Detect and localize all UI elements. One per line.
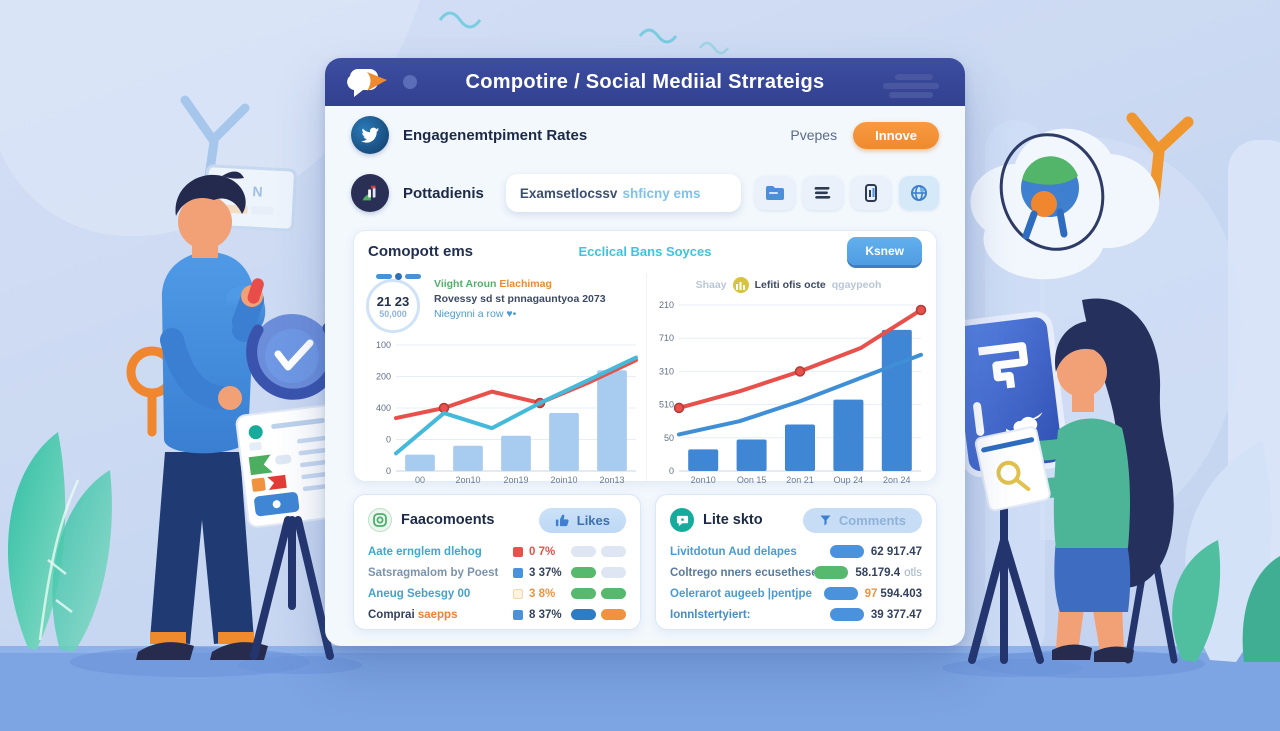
blue-series	[677, 352, 923, 437]
likes-panel-title: Faacomoents	[401, 512, 495, 528]
left-plant	[7, 432, 112, 652]
mobile-chart-icon[interactable]	[851, 176, 891, 210]
charts-panel-title: Comopott ems	[368, 242, 473, 260]
right-person-illustration	[947, 128, 1178, 664]
svg-text:200: 200	[376, 372, 391, 382]
svg-text:310: 310	[659, 366, 674, 376]
comments-row: Oelerarot augeeb |pentjpe 97 594.403	[670, 587, 922, 600]
window-title: Compotire / Social Mediial Strrateigs	[465, 70, 825, 93]
svg-text:2on10: 2on10	[691, 475, 716, 485]
comments-button[interactable]: Comments	[802, 507, 922, 533]
window-titlebar: Compotire / Social Mediial Strrateigs	[325, 58, 965, 106]
likes-row: Comprai saepps 8 37%	[368, 604, 626, 625]
search-row: Pottadienis Examsetlocssv shficny ems	[325, 164, 965, 222]
stats-icon	[351, 174, 389, 212]
bar	[736, 439, 767, 471]
twitter-icon	[351, 116, 389, 154]
likes-row: Aate ernglem dlehog 0 7%	[368, 541, 626, 562]
titlebar-dot	[403, 75, 417, 89]
dashboard-window: Compotire / Social Mediial Strrateigs En…	[325, 58, 965, 646]
stat-text: Viight Aroun Elachimag Rovessy sd st pnn…	[434, 278, 606, 320]
red-series	[394, 358, 638, 421]
list-bars-icon[interactable]	[803, 176, 843, 210]
bar	[501, 435, 531, 471]
svg-text:2oin10: 2oin10	[550, 475, 577, 485]
right-chart-legend: Shaay Lefiti ofis octe qgaypeoh	[695, 277, 882, 293]
cyan-series	[394, 355, 638, 456]
svg-text:Oup 24: Oup 24	[834, 475, 864, 485]
svg-text:N: N	[252, 183, 263, 200]
svg-text:710: 710	[659, 333, 674, 343]
svg-text:2on13: 2on13	[599, 475, 624, 485]
comments-panel-title: Lite skto	[703, 512, 763, 528]
center-link[interactable]: Ecclical Bans Soyces	[578, 243, 712, 259]
growth-chart: 210 710 310 510 50 0 2on10 Oon 15 2on 21 Oup 24 2o…	[659, 300, 927, 485]
folder-icon[interactable]	[755, 176, 795, 210]
bars-badge-icon	[732, 277, 749, 293]
likes-row: Aneug Sebesgy 00 3 8%	[368, 583, 626, 604]
likes-panel: Faacomoents Likes Aate ernglem dlehog 0 7…	[353, 494, 641, 630]
toolbar-icons	[755, 176, 939, 210]
svg-text:Oon 15: Oon 15	[737, 475, 767, 485]
engagement-label: Engagenemtpiment Rates	[403, 126, 588, 144]
bar	[833, 399, 864, 471]
right-plant	[1172, 440, 1280, 662]
svg-text:400: 400	[376, 403, 391, 413]
funnel-icon	[820, 514, 831, 526]
search-card	[974, 426, 1051, 512]
comments-row: Livitdotun Aud delapes 62 917.47	[670, 545, 922, 558]
likes-row: Satsragmalom by Poest 3 37%	[368, 562, 626, 583]
bar	[688, 449, 719, 471]
svg-text:2on 24: 2on 24	[883, 475, 911, 485]
globe-icon[interactable]	[899, 176, 939, 210]
stat-circle: 21 23 50,000	[366, 279, 420, 333]
pottadienis-label: Pottadienis	[403, 184, 484, 202]
bar	[784, 424, 816, 471]
camera-icon	[368, 508, 392, 532]
svg-text:00: 00	[415, 475, 425, 485]
bar	[881, 329, 912, 471]
charts-panel-header: Ecclical Bans Soyces Comopott ems Ksnew	[354, 231, 936, 271]
svg-text:2on10: 2on10	[455, 475, 480, 485]
svg-text:2on 21: 2on 21	[786, 475, 814, 485]
left-chart-block: 21 23 50,000 Viight Aroun Elachimag Rove…	[354, 273, 646, 485]
ksnew-button[interactable]: Ksnew	[847, 237, 922, 265]
mini-legend-icon	[376, 273, 421, 280]
svg-text:0: 0	[386, 435, 391, 445]
innove-button[interactable]: Innove	[853, 121, 939, 149]
comments-row: Ionnlstertyiert: 39 377.47	[670, 608, 922, 621]
comments-panel: Lite skto Comments Livitdotun Aud delape…	[655, 494, 937, 630]
bar	[549, 413, 579, 471]
bar	[597, 370, 627, 471]
comments-row: Coltrego nners ecusethesen 58.179.4 otls	[670, 566, 922, 579]
svg-text:50: 50	[664, 433, 674, 443]
svg-text:0: 0	[669, 466, 674, 476]
charts-panel: Ecclical Bans Soyces Comopott ems Ksnew …	[353, 230, 938, 485]
bar	[405, 454, 435, 471]
svg-text:2on19: 2on19	[503, 475, 528, 485]
likes-button[interactable]: Likes	[538, 507, 626, 533]
bar	[453, 445, 483, 471]
search-input[interactable]: Examsetlocssv shficny ems	[505, 174, 741, 212]
pvepes-label: Pvepes	[790, 127, 838, 143]
svg-text:210: 210	[659, 300, 674, 310]
engagement-row: Engagenemtpiment Rates Pvepes Innove	[325, 106, 965, 164]
svg-text:0: 0	[386, 466, 391, 476]
svg-text:510: 510	[659, 400, 674, 410]
menu-icon[interactable]	[883, 71, 943, 101]
right-chart-block: Shaay Lefiti ofis octe qgaypeoh 210 710 31…	[646, 273, 938, 485]
svg-text:100: 100	[376, 340, 391, 350]
check-badge-icon	[246, 314, 342, 400]
thumbs-up-icon	[555, 514, 569, 527]
ground	[0, 646, 1280, 731]
chat-bubble-icon	[670, 508, 694, 532]
app-logo-icon	[347, 68, 393, 103]
thought-cloud	[970, 128, 1160, 280]
